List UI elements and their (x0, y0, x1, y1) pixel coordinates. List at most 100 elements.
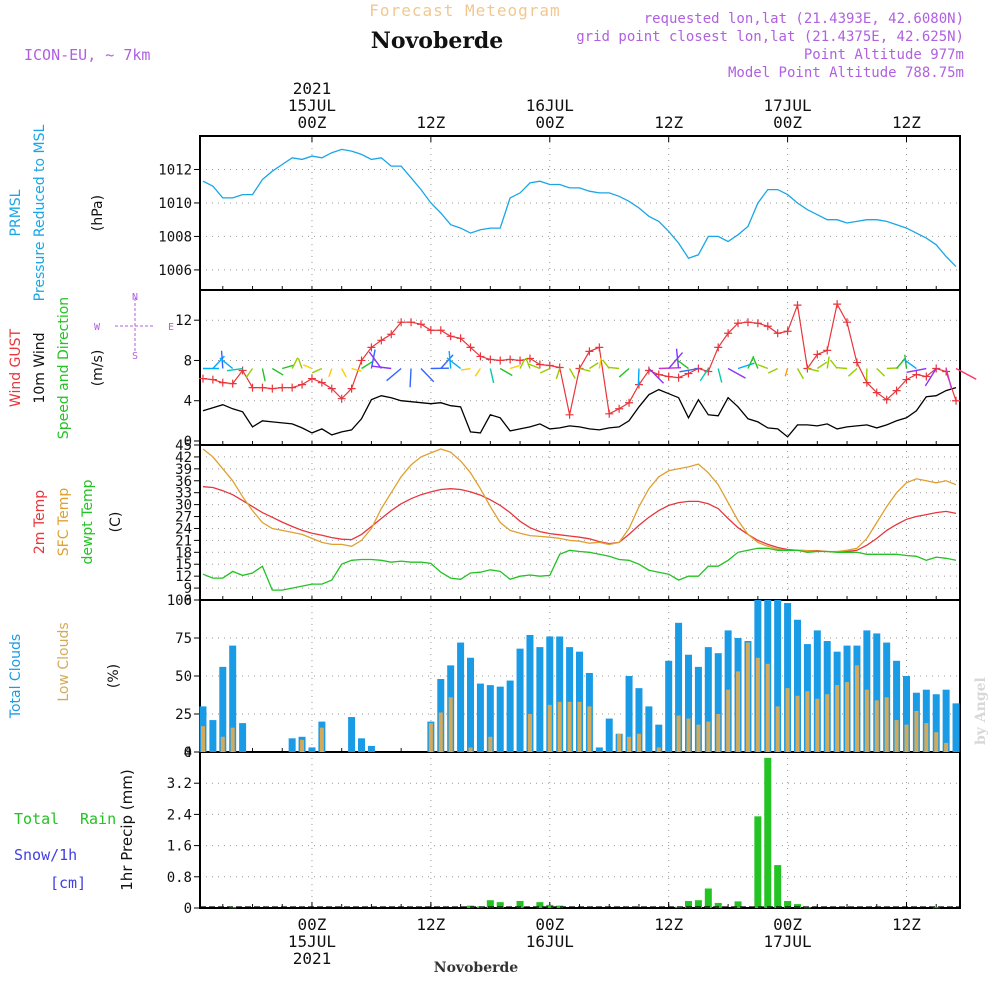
rain-bar (546, 904, 554, 908)
gust-marker (545, 361, 554, 370)
rain-bar (793, 904, 801, 908)
low-clouds-bar (765, 663, 770, 752)
total-clouds-bar (486, 685, 494, 752)
rain-bar (486, 900, 494, 908)
wind-direction-arrow (361, 360, 374, 370)
gust-marker (258, 383, 267, 392)
wind-direction-arrow (747, 355, 755, 369)
bottom-time-label: 16JUL (526, 932, 574, 951)
gust-marker (516, 356, 525, 365)
low-clouds-label: Low Clouds (56, 622, 72, 701)
low-clouds-bar (924, 723, 929, 752)
wind-direction-arrow (784, 368, 789, 377)
wind-direction-arrow (519, 358, 526, 369)
low-clouds-bar (300, 739, 305, 752)
gust-marker (565, 410, 574, 419)
wind-direction-arrow (717, 368, 723, 383)
low-clouds-bar (468, 747, 473, 752)
gust-marker (625, 398, 634, 407)
rain-bar (754, 816, 762, 908)
gust-marker (615, 404, 624, 413)
precip-tick-label: 0 (184, 901, 192, 917)
wind-direction-arrow (903, 358, 917, 370)
precip-axis-label: 1hr Precip (mm) (118, 769, 136, 890)
gust-marker (238, 366, 247, 375)
gust-marker (397, 318, 406, 327)
panel-frame-p (199, 135, 961, 291)
bottom-time-label: 2021 (293, 949, 332, 968)
gust-marker (833, 300, 842, 309)
gust-marker (506, 355, 515, 364)
gust-marker (595, 343, 604, 352)
wind-direction-arrow (955, 367, 977, 380)
low-clouds-bar (864, 689, 869, 752)
pressure-tick-label: 1010 (158, 196, 192, 212)
temp-tick-label: 33 (175, 486, 192, 502)
wind-direction-arrow (370, 349, 376, 369)
wind-direction-arrow (826, 356, 830, 369)
rain-bar (714, 902, 722, 908)
gust-marker (843, 318, 852, 327)
total-clouds-bar (576, 651, 584, 752)
gust-marker (724, 329, 733, 338)
total-clouds-bar (526, 634, 534, 752)
panel-frame-r (199, 751, 961, 909)
wind-direction-arrow (311, 367, 323, 374)
wind-direction-arrow (386, 367, 402, 382)
wind-direction-arrow (904, 354, 908, 369)
location-title: Novoberde (371, 28, 504, 54)
gust-marker (852, 358, 861, 367)
rain-bar (496, 902, 504, 908)
low-clouds-bar (716, 714, 721, 752)
gust-marker (496, 356, 505, 365)
compass-north: N (132, 292, 138, 303)
wind-direction-arrow (675, 348, 680, 369)
pressure-tick-label: 1006 (158, 263, 192, 279)
gust-marker (198, 374, 207, 383)
gust-marker (407, 318, 416, 327)
total-clouds-bar (476, 683, 484, 752)
wind-direction-arrow (589, 362, 599, 370)
low-clouds-bar (627, 736, 632, 752)
gust-marker (952, 396, 961, 405)
low-clouds-bar (230, 727, 235, 752)
gust-marker (535, 360, 544, 369)
wind-direction-arrow (835, 366, 848, 370)
wind-direction-label: Speed and Direction (56, 297, 72, 439)
wind-direction-arrow (737, 362, 755, 370)
total-clouds-bar (813, 630, 821, 752)
wind-direction-arrow (226, 367, 243, 372)
panel-frame-t (199, 444, 961, 601)
rain-bar (694, 900, 702, 908)
total-clouds-bar (952, 703, 960, 752)
total-clouds-bar (506, 680, 514, 752)
wind-direction-arrow (752, 356, 759, 369)
clouds-tick-label: 50 (175, 669, 192, 685)
gust-marker (248, 383, 257, 392)
dewpt-temp-line (202, 547, 957, 591)
precip-tick-label: 0.8 (167, 870, 192, 886)
wind-direction-arrow (282, 364, 295, 370)
rain-bar (685, 900, 693, 908)
wind-direction-arrow (607, 366, 620, 370)
total-clouds-bar (793, 619, 801, 752)
wind-direction-arrow (489, 368, 495, 384)
total-clouds-bar (942, 689, 950, 752)
low-clouds-bar (636, 733, 641, 752)
total-clouds-bar (873, 633, 881, 752)
snow-label: Snow/1h (14, 846, 77, 864)
low-clouds-bar (884, 697, 889, 752)
gust-marker (466, 343, 475, 352)
gust-marker (912, 370, 921, 379)
gust-marker (753, 319, 762, 328)
wind-direction-arrow (525, 357, 531, 369)
rain-bar (556, 905, 564, 908)
low-clouds-bar (944, 742, 949, 752)
gust-marker (605, 409, 614, 418)
low-clouds-bar (587, 706, 592, 752)
low-clouds-bar (706, 721, 711, 752)
wind-direction-arrow (460, 367, 471, 371)
gust-marker (327, 384, 336, 393)
gust-marker (317, 378, 326, 387)
